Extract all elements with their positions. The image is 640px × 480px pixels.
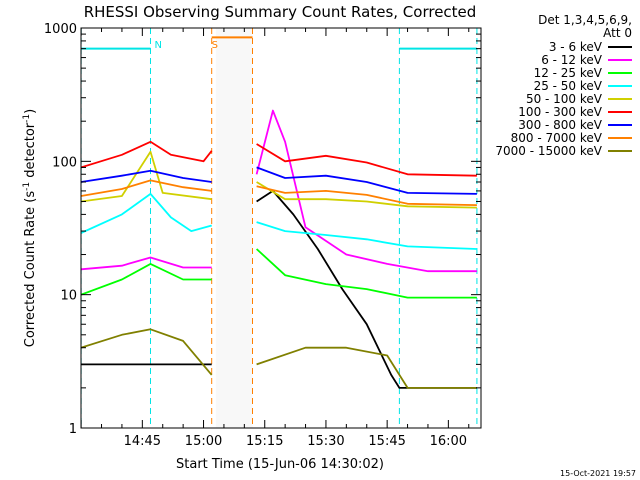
legend-label-5: 100 - 300 keV [518, 105, 602, 119]
annotation-label-1: S [212, 40, 218, 51]
series-line-6 [81, 166, 477, 195]
y-tick-label-2: 100 [52, 155, 77, 170]
y-axis: 1 10 100 1000 [44, 22, 481, 437]
legend-label-4: 50 - 100 keV [526, 92, 603, 106]
y-tick-label-1: 10 [60, 289, 77, 304]
legend-label-3: 25 - 50 keV [534, 79, 603, 93]
legend-label-1: 6 - 12 keV [541, 53, 603, 67]
x-tick-label-3: 15:30 [307, 434, 344, 449]
y-axis-label-mid: detector [23, 122, 38, 182]
timestamp: 15-Oct-2021 19:57 [560, 469, 636, 478]
series-lines [81, 109, 477, 389]
legend-label-7: 800 - 7000 keV [511, 131, 603, 145]
y-tick-label-3: 1000 [44, 22, 77, 37]
chart-title: RHESSI Observing Summary Count Rates, Co… [84, 3, 477, 21]
x-axis-label: Start Time (15-Jun-06 14:30:02) [176, 457, 384, 472]
legend-header-line1: Det 1,3,4,5,6,9, [538, 13, 632, 27]
legend-label-0: 3 - 6 keV [549, 40, 603, 54]
y-axis-label-exp1: -1 [22, 182, 32, 191]
series-line-8 [81, 328, 477, 389]
legend-label-6: 300 - 800 keV [518, 118, 602, 132]
y-tick-label-0: 1 [69, 422, 77, 437]
x-tick-label-1: 15:00 [185, 434, 222, 449]
series-line-7 [81, 179, 477, 206]
x-tick-label-5: 16:00 [430, 434, 467, 449]
x-tick-label-4: 15:45 [368, 434, 405, 449]
y-axis-label-exp2: -1 [22, 114, 32, 123]
series-line-5 [81, 140, 477, 177]
plot-frame [80, 27, 482, 429]
annotation-label-0: N [154, 40, 161, 51]
x-tick-label-2: 15:15 [246, 434, 283, 449]
gap-band-0 [215, 28, 253, 428]
legend-header-line2: Att 0 [603, 26, 632, 40]
series-line-1 [81, 109, 477, 273]
x-tick-label-0: 14:45 [124, 434, 161, 449]
series-line-2 [81, 248, 477, 299]
y-axis-label-main: Corrected Count Rate (s [23, 191, 38, 348]
gap-bands [215, 28, 253, 428]
series-line-3 [81, 193, 477, 250]
y-axis-label-end: ) [23, 109, 38, 114]
x-axis: 14:45 15:00 15:15 15:30 15:45 16:00 [80, 28, 470, 449]
y-axis-label: Corrected Count Rate (s-1 detector-1) [22, 109, 38, 347]
legend-label-2: 12 - 25 keV [534, 66, 603, 80]
legend-label-8: 7000 - 15000 keV [495, 144, 602, 158]
series-line-4 [81, 150, 477, 209]
series-line-0 [81, 190, 477, 389]
